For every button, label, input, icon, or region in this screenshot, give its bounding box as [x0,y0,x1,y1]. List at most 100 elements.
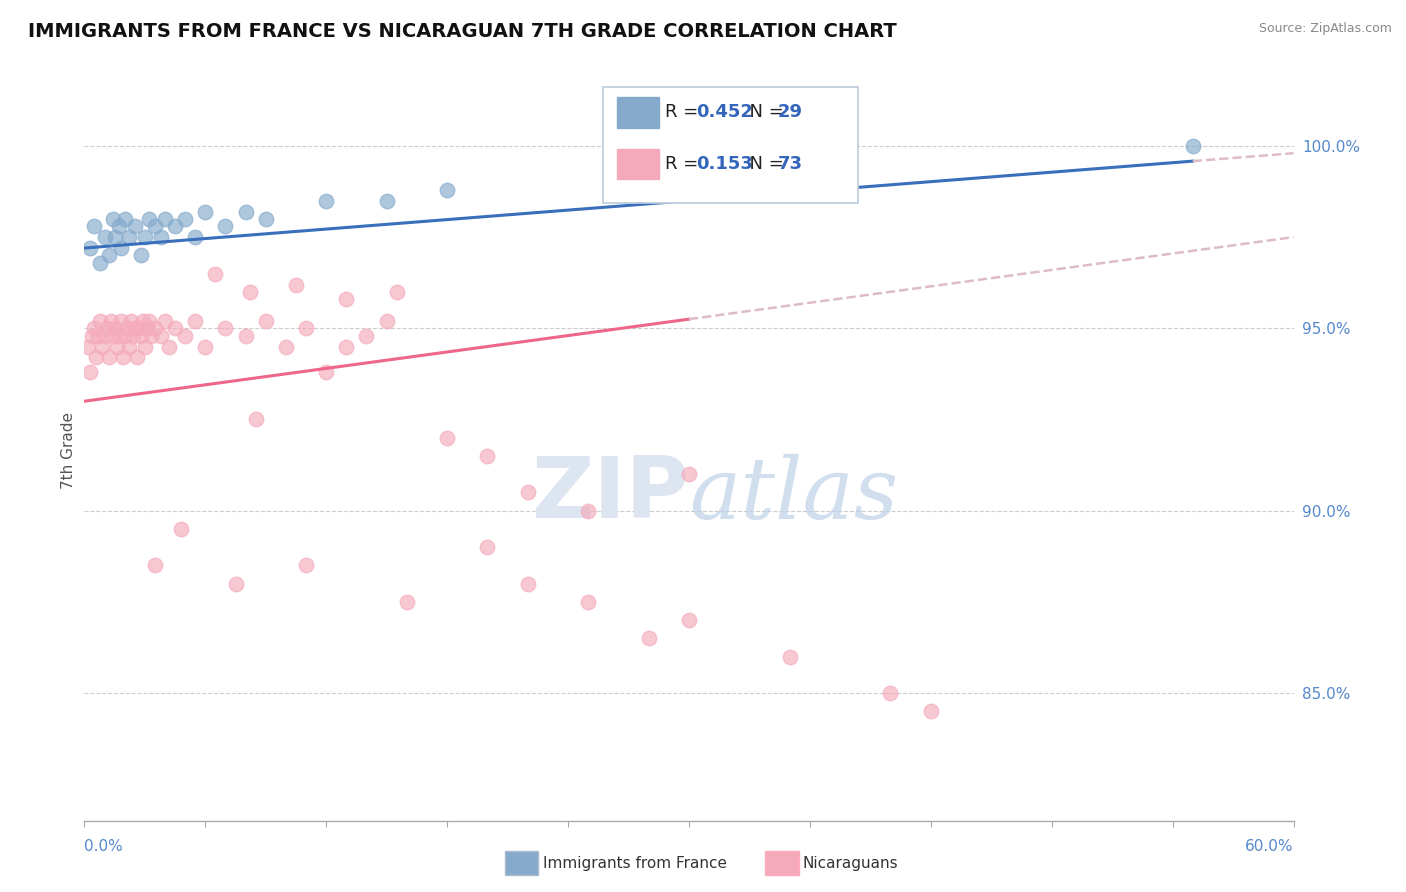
Point [121,328,143,343]
Point [132,314,155,328]
Point [153,314,176,328]
Point [83,321,105,335]
Point [214,219,236,234]
Text: Nicaraguans: Nicaraguans [803,856,898,871]
Point [105,339,128,353]
Point [356,328,378,343]
Point [118,339,141,353]
Point [678,467,700,482]
Point [79,365,101,379]
Point [335,339,357,353]
Point [165,321,187,335]
Point [138,211,160,226]
Point [93,328,115,343]
Point [149,328,172,343]
Text: N =: N = [738,155,790,173]
Point [184,314,207,328]
Point [576,595,599,609]
Point [77,339,100,353]
Y-axis label: 7th Grade: 7th Grade [60,412,76,489]
Text: ZIP: ZIP [531,453,689,536]
Point [165,219,187,234]
Point [879,686,901,700]
Point [194,204,217,219]
Point [97,248,120,262]
Point [128,321,150,335]
Point [135,321,157,335]
Point [254,211,277,226]
Text: Source: ZipAtlas.com: Source: ZipAtlas.com [1258,22,1392,36]
Point [129,328,152,343]
Point [436,183,458,197]
Point [245,412,267,426]
Text: 0.452: 0.452 [696,103,752,121]
Point [637,632,659,646]
Point [89,314,111,328]
Point [285,277,308,292]
Point [120,314,142,328]
Point [174,328,197,343]
Point [477,449,499,463]
Point [678,613,700,627]
Point [235,328,257,343]
Point [129,248,152,262]
Point [254,314,277,328]
Point [153,211,176,226]
Point [143,558,166,573]
Point [100,314,122,328]
Point [204,267,226,281]
Text: 0.0%: 0.0% [84,838,124,854]
Point [91,339,114,353]
Text: R =: R = [665,155,704,173]
Text: atlas: atlas [689,453,898,536]
Point [107,219,129,234]
Text: IMMIGRANTS FROM FRANCE VS NICARAGUAN 7TH GRADE CORRELATION CHART: IMMIGRANTS FROM FRANCE VS NICARAGUAN 7TH… [28,22,897,41]
Point [194,339,217,353]
Point [96,321,118,335]
Point [143,219,166,234]
Point [114,211,136,226]
Point [104,321,127,335]
Point [79,241,101,255]
Point [395,595,418,609]
Text: 29: 29 [778,103,803,121]
Point [138,314,160,328]
Point [375,194,398,208]
Point [315,194,337,208]
Point [516,576,538,591]
Point [225,576,247,591]
Point [101,328,124,343]
Point [82,328,104,343]
Point [115,321,138,335]
Point [184,230,207,244]
Point [143,321,166,335]
Point [239,285,262,299]
Point [576,503,599,517]
Point [295,321,318,335]
Point [920,704,942,718]
Point [89,255,111,269]
Point [516,485,538,500]
Point [111,351,134,365]
Point [779,649,801,664]
Point [477,540,499,554]
Text: 73: 73 [778,155,803,173]
Point [104,230,127,244]
Point [134,339,156,353]
Point [118,230,141,244]
Point [149,230,172,244]
Point [110,241,132,255]
Point [436,431,458,445]
Point [375,314,398,328]
Point [235,204,257,219]
Point [124,321,146,335]
Point [114,328,136,343]
Point [385,285,408,299]
Text: R =: R = [665,103,704,121]
Point [134,230,156,244]
Point [101,211,124,226]
Text: 60.0%: 60.0% [1246,838,1294,854]
Point [274,339,297,353]
Point [110,314,132,328]
Point [107,328,129,343]
